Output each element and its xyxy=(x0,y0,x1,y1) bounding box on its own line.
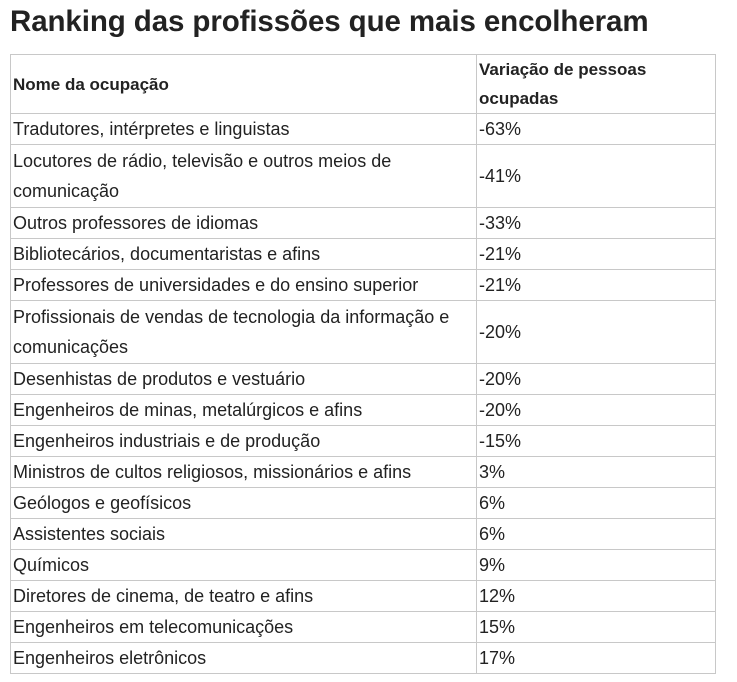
occupation-cell: Outros professores de idiomas xyxy=(10,207,477,239)
ranking-table: Nome da ocupação Variação de pessoas ocu… xyxy=(10,54,716,674)
variation-cell: 9% xyxy=(476,549,716,581)
variation-cell: 12% xyxy=(476,580,716,612)
occupation-cell: Ministros de cultos religiosos, missioná… xyxy=(10,456,477,488)
occupation-cell: Assistentes sociais xyxy=(10,518,477,550)
variation-cell: -21% xyxy=(476,269,716,301)
variation-cell: 6% xyxy=(476,487,716,519)
variation-cell: 17% xyxy=(476,642,716,674)
occupation-cell: Geólogos e geofísicos xyxy=(10,487,477,519)
occupation-cell: Tradutores, intérpretes e linguistas xyxy=(10,113,477,145)
variation-cell: 6% xyxy=(476,518,716,550)
occupation-cell: Locutores de rádio, televisão e outros m… xyxy=(10,144,477,208)
table-row: Bibliotecários, documentaristas e afins … xyxy=(10,238,716,270)
occupation-cell: Diretores de cinema, de teatro e afins xyxy=(10,580,477,612)
occupation-cell: Engenheiros eletrônicos xyxy=(10,642,477,674)
table-row: Outros professores de idiomas -33% xyxy=(10,207,716,239)
variation-cell: -15% xyxy=(476,425,716,457)
variation-cell: -20% xyxy=(476,394,716,426)
variation-cell: -63% xyxy=(476,113,716,145)
occupation-cell: Engenheiros industriais e de produção xyxy=(10,425,477,457)
table-row: Assistentes sociais 6% xyxy=(10,518,716,550)
variation-cell: -20% xyxy=(476,363,716,395)
table-row: Locutores de rádio, televisão e outros m… xyxy=(10,144,716,208)
occupation-cell: Professores de universidades e do ensino… xyxy=(10,269,477,301)
table-row: Engenheiros eletrônicos 17% xyxy=(10,642,716,674)
column-header-variation: Variação de pessoas ocupadas xyxy=(476,54,716,114)
table-row: Profissionais de vendas de tecnologia da… xyxy=(10,300,716,364)
table-row: Diretores de cinema, de teatro e afins 1… xyxy=(10,580,716,612)
occupation-cell: Engenheiros de minas, metalúrgicos e afi… xyxy=(10,394,477,426)
occupation-cell: Profissionais de vendas de tecnologia da… xyxy=(10,300,477,364)
variation-cell: -20% xyxy=(476,300,716,364)
occupation-cell: Desenhistas de produtos e vestuário xyxy=(10,363,477,395)
table-row: Ministros de cultos religiosos, missioná… xyxy=(10,456,716,488)
occupation-cell: Engenheiros em telecomunicações xyxy=(10,611,477,643)
table-row: Tradutores, intérpretes e linguistas -63… xyxy=(10,113,716,145)
variation-cell: -33% xyxy=(476,207,716,239)
variation-cell: -41% xyxy=(476,144,716,208)
page-title: Ranking das profissões que mais encolher… xyxy=(10,5,649,38)
table-row: Químicos 9% xyxy=(10,549,716,581)
occupation-cell: Químicos xyxy=(10,549,477,581)
column-header-occupation: Nome da ocupação xyxy=(10,54,477,114)
table-row: Desenhistas de produtos e vestuário -20% xyxy=(10,363,716,395)
table-row: Engenheiros em telecomunicações 15% xyxy=(10,611,716,643)
table-row: Engenheiros industriais e de produção -1… xyxy=(10,425,716,457)
occupation-cell: Bibliotecários, documentaristas e afins xyxy=(10,238,477,270)
table-header-row: Nome da ocupação Variação de pessoas ocu… xyxy=(10,54,716,114)
variation-cell: -21% xyxy=(476,238,716,270)
table-row: Engenheiros de minas, metalúrgicos e afi… xyxy=(10,394,716,426)
table-row: Professores de universidades e do ensino… xyxy=(10,269,716,301)
variation-cell: 3% xyxy=(476,456,716,488)
table-row: Geólogos e geofísicos 6% xyxy=(10,487,716,519)
variation-cell: 15% xyxy=(476,611,716,643)
